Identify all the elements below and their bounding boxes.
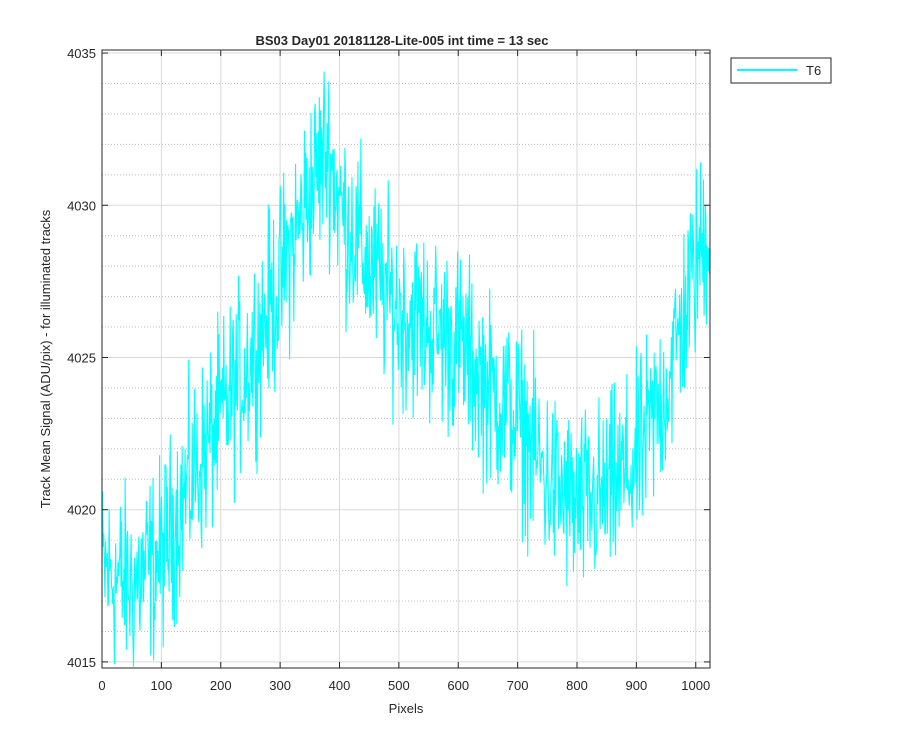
- x-tick-label: 600: [447, 678, 469, 693]
- plot-area: [101, 71, 711, 667]
- y-axis: 4015 4020 4025 4030 4035: [67, 46, 710, 670]
- y-axis-label: Track Mean Signal (ADU/pix) - for illumi…: [38, 209, 53, 508]
- x-tick-label: 1000: [681, 678, 710, 693]
- x-axis: 0 100 200 300 400 500 600 700 800 900 1000: [98, 50, 710, 693]
- x-tick-label: 500: [388, 678, 410, 693]
- series-line-t6: [101, 71, 711, 667]
- x-tick-label: 700: [507, 678, 529, 693]
- x-tick-label: 300: [269, 678, 291, 693]
- x-axis-label: Pixels: [389, 701, 424, 716]
- x-tick-label: 400: [329, 678, 351, 693]
- x-tick-label: 0: [98, 678, 105, 693]
- legend-label-t6: T6: [806, 63, 821, 78]
- x-tick-label: 200: [210, 678, 232, 693]
- y-tick-label: 4030: [67, 198, 96, 213]
- legend[interactable]: T6: [730, 57, 832, 84]
- chart-title: BS03 Day01 20181128-Lite-005 int time = …: [255, 33, 548, 48]
- x-tick-label: 900: [626, 678, 648, 693]
- y-tick-label: 4035: [67, 46, 96, 61]
- x-tick-label: 800: [566, 678, 588, 693]
- axes-box: [101, 49, 711, 669]
- x-tick-label: 100: [151, 678, 173, 693]
- y-tick-label: 4015: [67, 655, 96, 670]
- y-tick-label: 4020: [67, 503, 96, 518]
- y-tick-label: 4025: [67, 350, 96, 365]
